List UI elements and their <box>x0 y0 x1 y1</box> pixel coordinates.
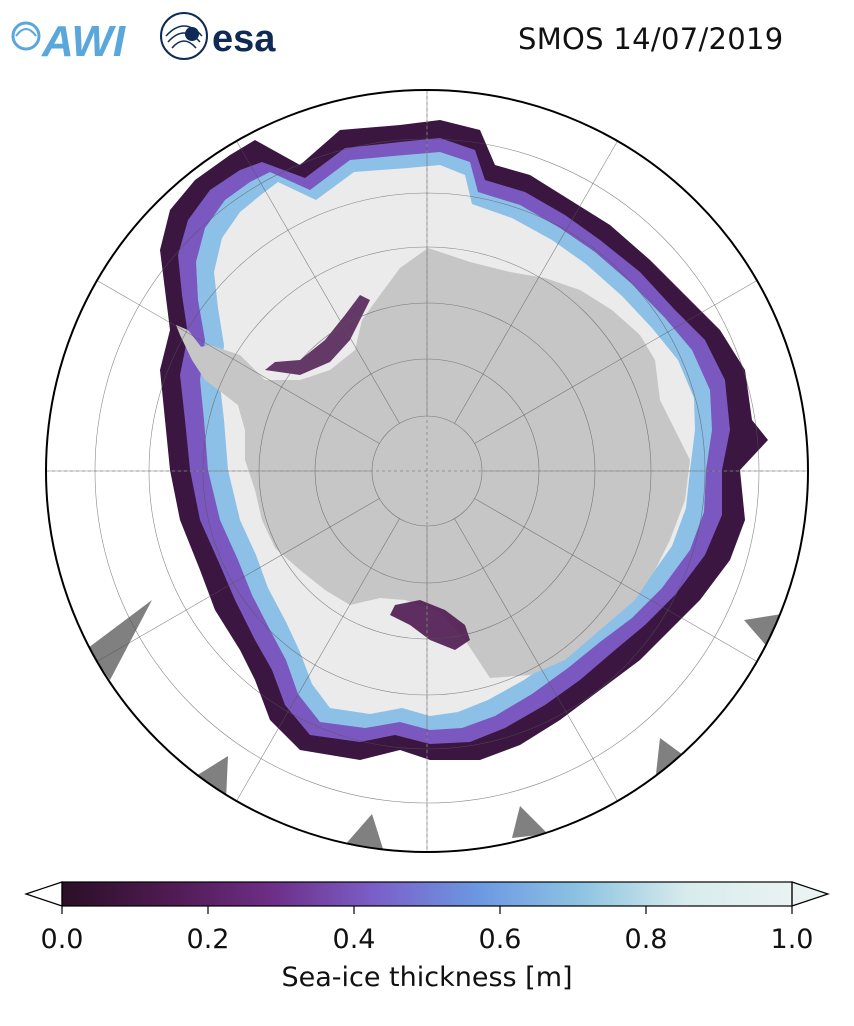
colorbar-label: Sea-ice thickness [m] <box>281 962 573 993</box>
colorbar-tick-label: 0.2 <box>186 924 230 955</box>
map-axes-dashed <box>46 90 808 852</box>
colorbar-extend-max <box>791 881 830 907</box>
coastal-thin-ice-weddell <box>265 295 370 375</box>
colorbar-frame <box>61 881 793 907</box>
antarctica-land <box>195 248 690 678</box>
colorbar-gradient <box>62 882 792 906</box>
ice-shelf-wedge <box>512 806 548 838</box>
ice-shelf-wedge <box>344 814 384 852</box>
map-title: SMOS 14/07/2019 <box>518 22 784 56</box>
colorbar <box>24 881 830 914</box>
polar-map <box>45 89 809 853</box>
colorbar-ticks <box>61 906 793 914</box>
colorbar-tick-label: 1.0 <box>770 924 814 955</box>
awi-globe-icon <box>11 21 41 51</box>
map-boundary <box>45 89 809 853</box>
colorbar-tick-label: 0.6 <box>478 924 522 955</box>
ice-shelf-wedge <box>88 600 152 680</box>
colorbar-extend-min <box>24 881 63 907</box>
esa-emblem-icon <box>160 12 208 60</box>
awi-logo: AWI <box>11 17 126 66</box>
esa-logo-text: esa <box>212 18 276 60</box>
colorbar-tick-label: 0.0 <box>40 924 84 955</box>
ice-shelf-wedge <box>196 756 228 800</box>
logos: AWI esa <box>11 12 276 66</box>
ice-shelf-wedge <box>656 738 690 774</box>
esa-logo: esa <box>160 12 276 60</box>
colorbar-tick-label: 0.8 <box>624 924 668 955</box>
awi-logo-text: AWI <box>41 17 126 66</box>
colorbar-tick-label: 0.4 <box>332 924 376 955</box>
antarctic-peninsula <box>176 325 245 430</box>
